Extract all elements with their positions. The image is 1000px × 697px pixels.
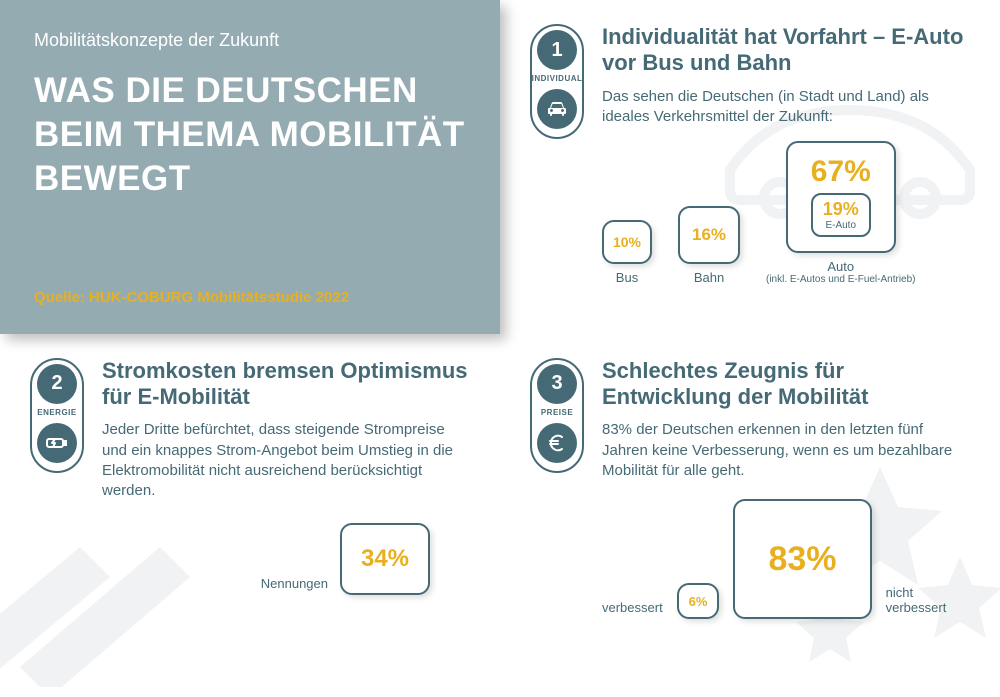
bar-auto-inner-small: E-Auto xyxy=(821,220,861,231)
car-icon xyxy=(537,89,577,129)
bar-bus-value: 10% xyxy=(613,234,641,250)
badge-number: 1 xyxy=(537,30,577,70)
header-panel: Mobilitätskonzepte der Zukunft WAS DIE D… xyxy=(0,0,500,334)
section2-chart-label: Nennungen xyxy=(261,576,328,595)
section1-badge: 1 INDIVIDUAL xyxy=(530,24,584,139)
section3-bar-small-value: 6% xyxy=(689,594,708,609)
section1-chart: 10% Bus 16% Bahn 67% 19% E-Auto xyxy=(602,141,970,285)
section2-bar: 34% xyxy=(340,523,430,595)
badge-label: INDIVIDUAL xyxy=(532,74,583,83)
section3-bar-large: 83% xyxy=(733,499,871,619)
section-1: 1 INDIVIDUAL Individualität hat Vorfahrt… xyxy=(500,0,1000,334)
section-2: 2 ENERGIE Stromkosten bremsen Optimismus… xyxy=(0,334,500,668)
bar-bus: 10% Bus xyxy=(602,220,652,285)
battery-icon xyxy=(37,423,77,463)
euro-icon xyxy=(537,423,577,463)
section1-title: Individualität hat Vorfahrt – E-Auto vor… xyxy=(602,24,970,77)
section2-chart: Nennungen 34% xyxy=(102,523,470,595)
header-subtitle: Mobilitätskonzepte der Zukunft xyxy=(34,30,466,51)
bar-auto: 67% 19% E-Auto Auto (inkl. E-Autos und E… xyxy=(766,141,916,285)
badge-label: ENERGIE xyxy=(37,408,77,417)
section-3: 3 PREISE Schlechtes Zeugnis für Entwickl… xyxy=(500,334,1000,668)
header-title: WAS DIE DEUTSCHEN BEIM THEMA MOBILITÄT B… xyxy=(34,69,466,200)
bar-auto-sublabel: (inkl. E-Autos und E-Fuel-Antrieb) xyxy=(766,274,916,285)
section2-bar-value: 34% xyxy=(361,545,409,573)
badge-label: PREISE xyxy=(541,408,573,417)
section2-text: Jeder Dritte befürchtet, dass steigende … xyxy=(102,420,470,501)
section3-bar-small: 6% xyxy=(677,583,720,619)
bar-auto-value: 67% xyxy=(811,155,871,189)
bar-auto-inner-value: 19% xyxy=(821,199,861,220)
section3-text: 83% der Deutschen erkennen in den letzte… xyxy=(602,420,970,481)
bar-bahn-label: Bahn xyxy=(694,270,724,285)
badge-number: 2 xyxy=(37,364,77,404)
bar-auto-label: Auto xyxy=(827,259,854,274)
bar-bahn-value: 16% xyxy=(692,225,726,245)
section1-text: Das sehen die Deutschen (in Stadt und La… xyxy=(602,87,970,128)
section3-label-right: nicht verbessert xyxy=(886,585,970,619)
section2-title: Stromkosten bremsen Optimismus für E-Mob… xyxy=(102,358,470,411)
bar-bahn: 16% Bahn xyxy=(678,206,740,285)
header-source: Quelle: HUK-COBURG Mobilitätsstudie 2022 xyxy=(34,289,466,306)
section2-badge: 2 ENERGIE xyxy=(30,358,84,473)
section3-title: Schlechtes Zeugnis für Entwicklung der M… xyxy=(602,358,970,411)
section3-bar-large-value: 83% xyxy=(768,540,836,579)
badge-number: 3 xyxy=(537,364,577,404)
section3-label-left: verbessert xyxy=(602,600,663,619)
section3-chart: verbessert 6% 83% nicht verbessert xyxy=(602,499,970,619)
section3-badge: 3 PREISE xyxy=(530,358,584,473)
bar-bus-label: Bus xyxy=(616,270,638,285)
